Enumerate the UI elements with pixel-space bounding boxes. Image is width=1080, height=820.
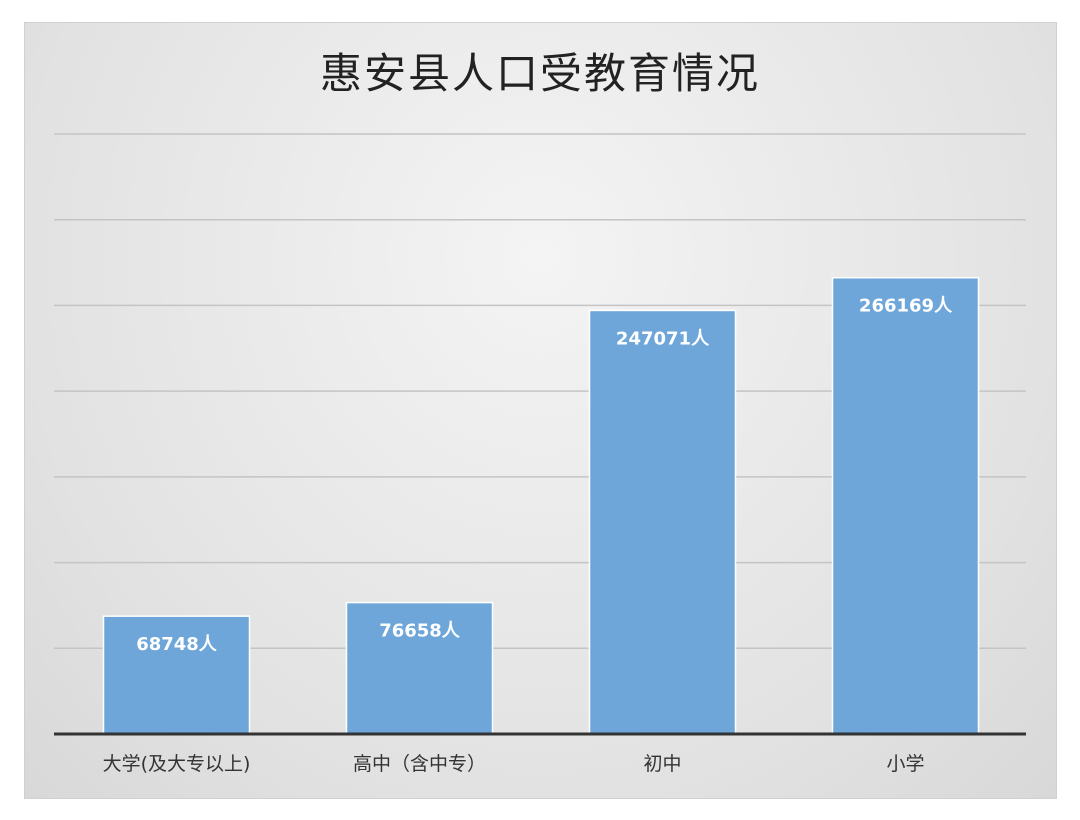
bar-value-label: 68748人 — [136, 634, 218, 655]
bar-value-label: 266169人 — [859, 296, 953, 317]
bar-value-label: 247071人 — [616, 328, 710, 349]
bar — [831, 276, 980, 735]
bar-value-label: 76658人 — [379, 621, 461, 642]
category-label: 小学 — [886, 753, 924, 775]
category-label: 大学(及大专以上) — [103, 753, 251, 775]
bar — [588, 309, 737, 735]
bar — [102, 615, 251, 735]
bars — [102, 276, 980, 735]
category-label: 初中 — [643, 753, 681, 775]
category-label: 高中（含中专） — [353, 753, 486, 775]
chart-title: 惠安县人口受教育情况 — [319, 49, 760, 98]
category-labels: 大学(及大专以上) 高中（含中专） 初中 小学 — [103, 753, 925, 775]
value-labels: 68748人 76658人 247071人 266169人 — [136, 296, 953, 655]
